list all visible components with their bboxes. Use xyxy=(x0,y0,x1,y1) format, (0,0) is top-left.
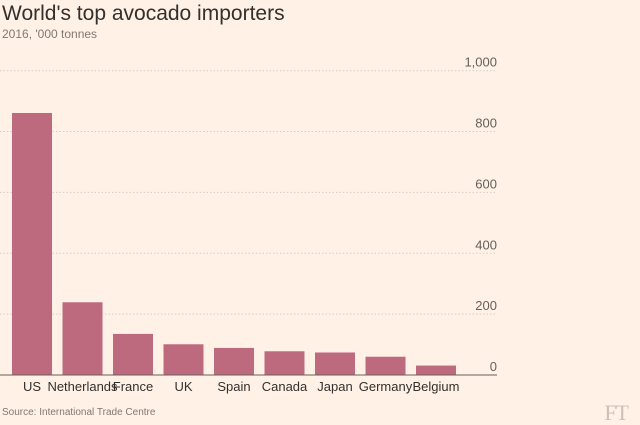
bar-japan xyxy=(315,352,355,375)
bar-belgium xyxy=(416,365,456,375)
x-tick-label: US xyxy=(23,379,41,394)
x-tick-label: France xyxy=(113,379,153,394)
y-tick-label: 0 xyxy=(490,359,497,374)
x-tick-label: Netherlands xyxy=(47,379,118,394)
y-tick-label: 1,000 xyxy=(464,55,497,70)
x-tick-label: Belgium xyxy=(413,379,460,394)
x-tick-label: Canada xyxy=(262,379,308,394)
y-tick-label: 600 xyxy=(475,176,497,191)
bar-canada xyxy=(264,351,305,375)
x-tick-label: UK xyxy=(174,379,192,394)
bar-uk xyxy=(163,344,204,375)
chart-title: World's top avocado importers xyxy=(2,2,285,25)
chart-subtitle: 2016, '000 tonnes xyxy=(2,27,98,41)
bar-germany xyxy=(365,356,406,375)
source-note: Source: International Trade Centre xyxy=(2,407,156,418)
y-tick-label: 400 xyxy=(475,237,497,252)
bar-france xyxy=(113,333,153,375)
bar-spain xyxy=(214,347,254,375)
bar-netherlands xyxy=(62,302,103,375)
x-tick-label: Japan xyxy=(317,379,352,394)
ft-logo: FT xyxy=(604,400,629,425)
y-tick-label: 200 xyxy=(475,298,497,313)
bar-us xyxy=(12,112,52,375)
y-tick-label: 800 xyxy=(475,116,497,131)
x-tick-label: Germany xyxy=(359,379,413,394)
x-tick-label: Spain xyxy=(217,379,250,394)
